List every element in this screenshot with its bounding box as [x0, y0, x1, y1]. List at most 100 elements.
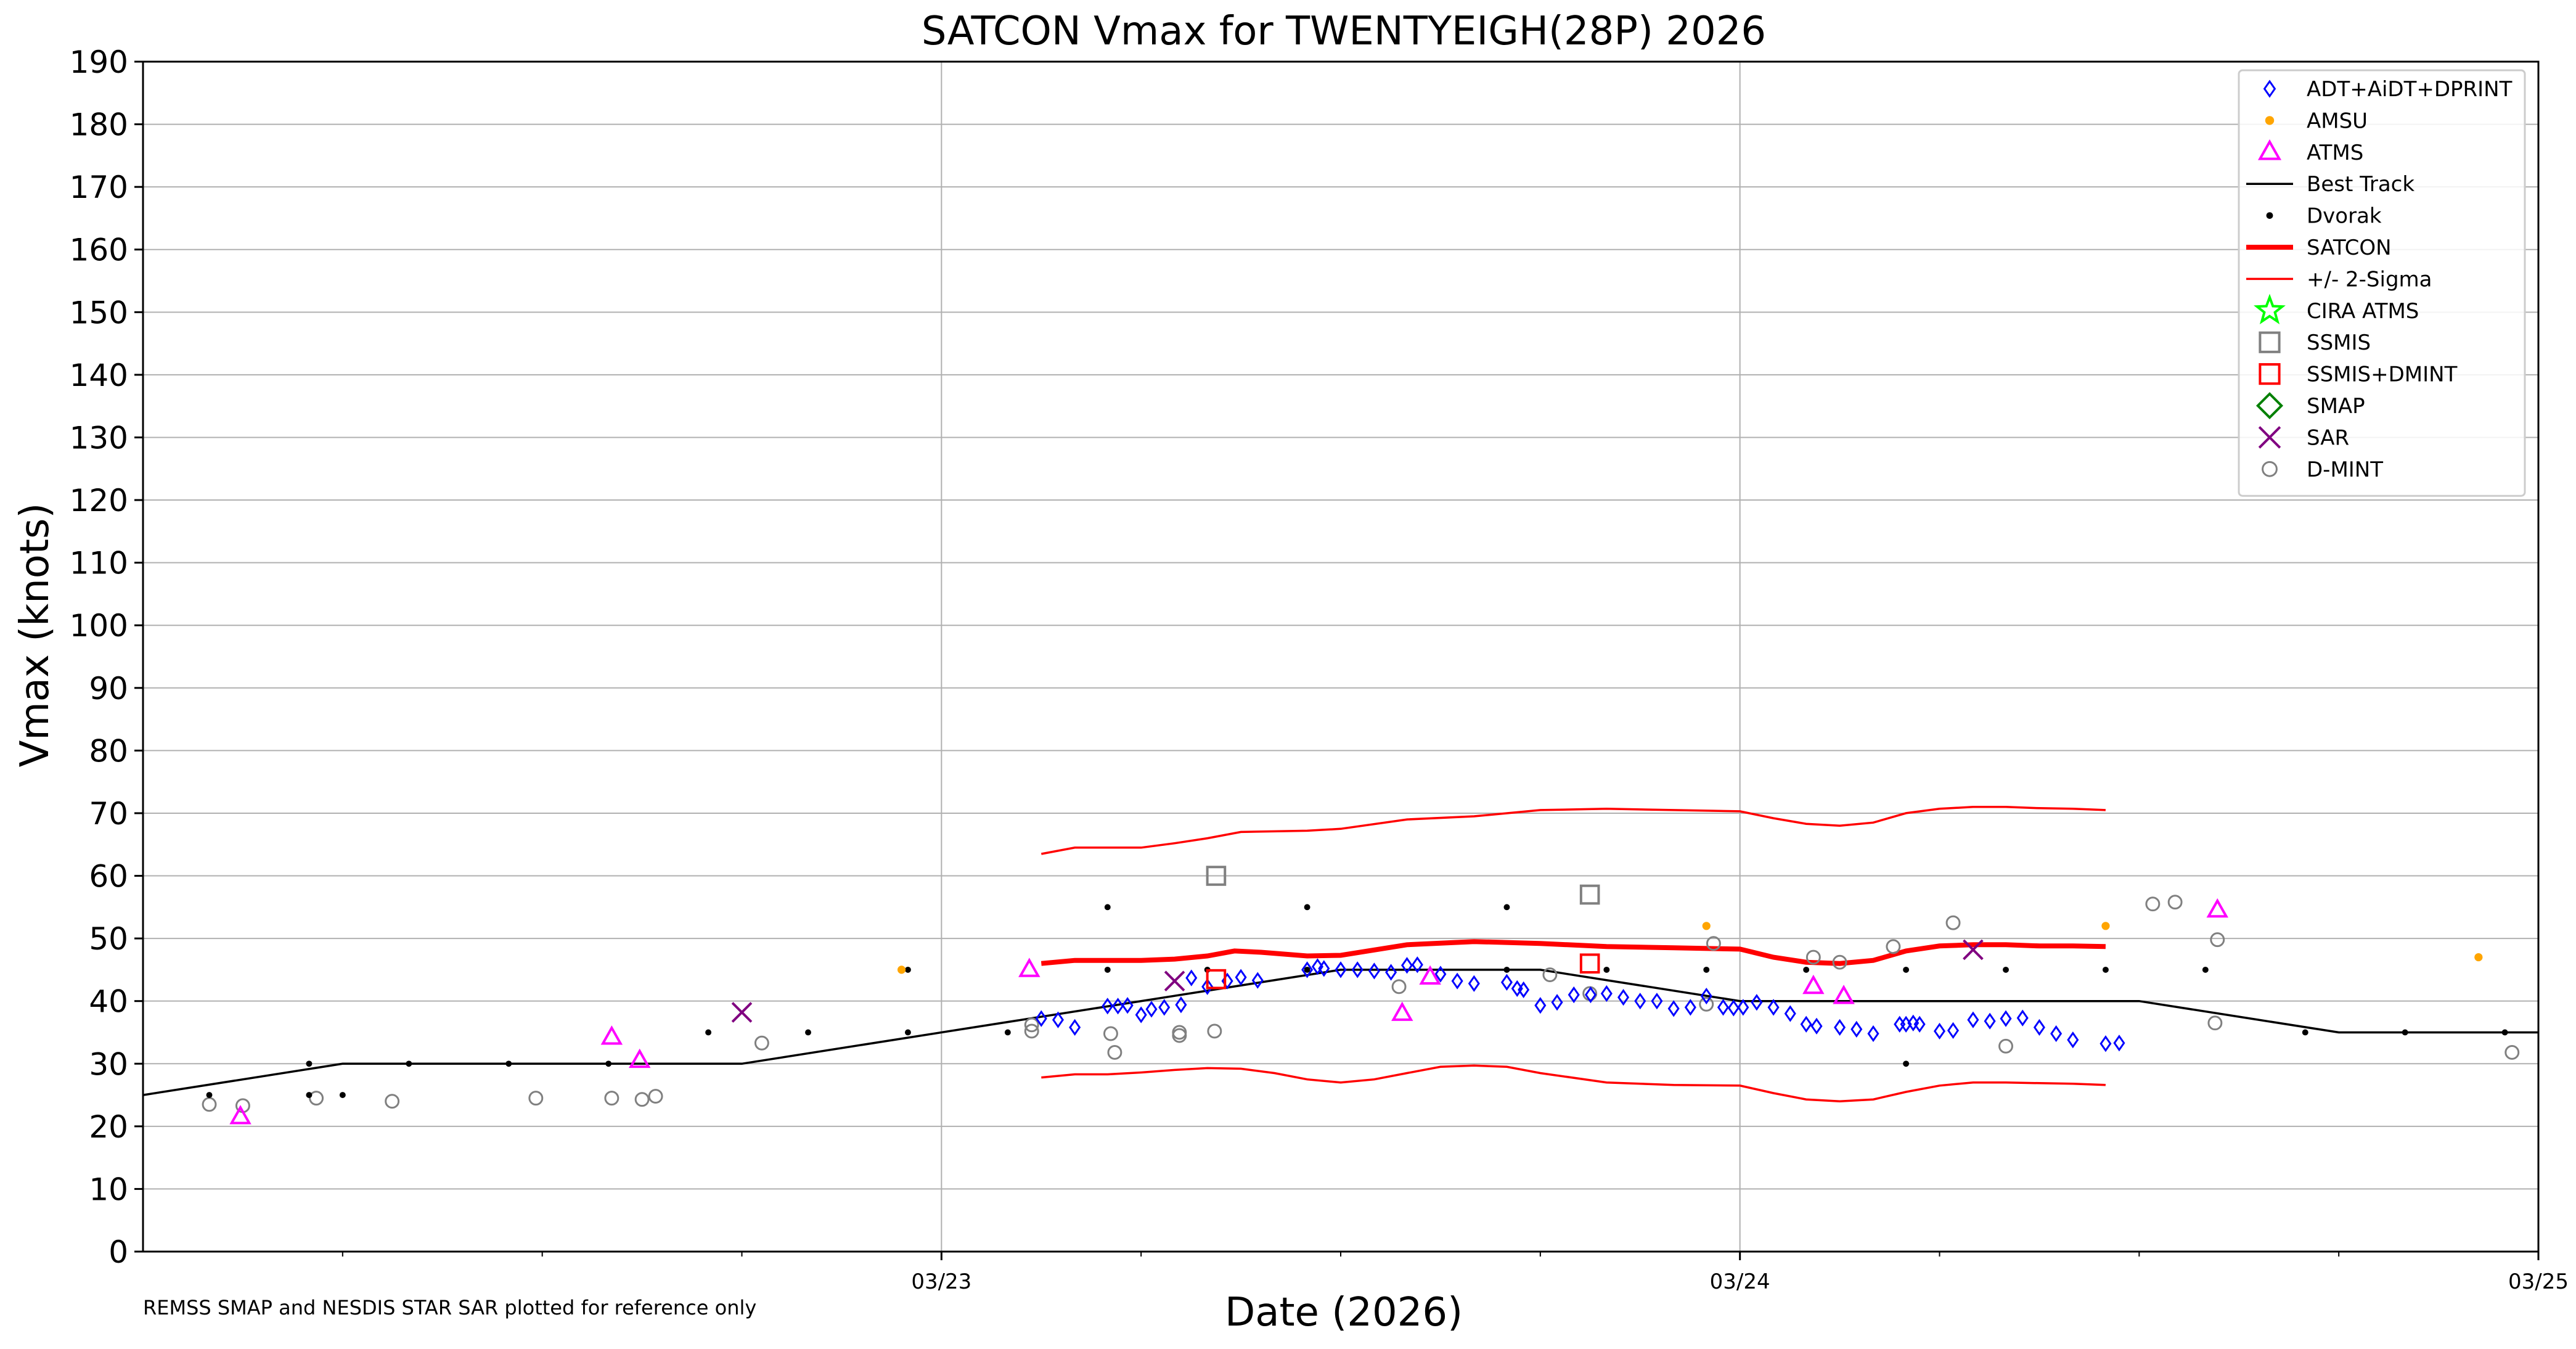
dvorak-point	[2202, 966, 2209, 973]
adt-point	[1318, 960, 1330, 977]
dmint-point	[2504, 1045, 2520, 1060]
ssmisdmint-point	[1579, 953, 1600, 974]
dvorak-point	[505, 1060, 512, 1067]
legend-label: Dvorak	[2307, 204, 2382, 229]
legend-item-satcon: SATCON	[2246, 236, 2392, 260]
legend-label: CIRA ATMS	[2307, 299, 2419, 324]
dvorak-point	[1803, 966, 1810, 973]
legend-item-sigma: +/- 2-Sigma	[2246, 267, 2432, 292]
atms-point	[628, 1048, 651, 1068]
adt-point	[1751, 994, 1763, 1011]
legend-item-smap: SMAP	[2255, 392, 2365, 420]
atms-point	[600, 1025, 623, 1045]
legend-label: Best Track	[2307, 172, 2414, 197]
legend-item-ssmisdmint: SSMIS+DMINT	[2259, 363, 2458, 387]
legend-label: ADT+AiDT+DPRINT	[2307, 77, 2513, 102]
dvorak-point	[1903, 1060, 1910, 1067]
legend-item-amsu: AMSU	[2265, 109, 2368, 133]
adt-point	[1311, 958, 1323, 975]
y-tick-label: 20	[89, 1109, 128, 1145]
dmint-point	[1542, 967, 1558, 982]
dvorak-point	[1903, 966, 1910, 973]
dvorak-point	[904, 966, 911, 973]
sar-series	[731, 939, 1984, 1023]
adt-point	[1112, 998, 1124, 1015]
adt-point	[1251, 972, 1264, 989]
adt-point	[1534, 997, 1547, 1014]
ssmisdmint-series	[1206, 953, 1600, 990]
ssmis-point	[1579, 884, 1600, 905]
adt-point	[2113, 1035, 2125, 1052]
adt-point	[2016, 1009, 2029, 1027]
legend-swatch	[2255, 392, 2284, 420]
legend-label: SAR	[2307, 425, 2349, 450]
legend-item-ssmis: SSMIS	[2259, 330, 2371, 355]
adt-point	[1385, 964, 1397, 981]
dvorak-point	[1304, 966, 1310, 973]
legend-swatch	[2258, 426, 2281, 449]
adt-point	[1727, 999, 1740, 1017]
dvorak-point	[904, 1029, 911, 1036]
legend-label: SSMIS+DMINT	[2307, 363, 2458, 387]
y-tick-label: 100	[70, 608, 128, 644]
legend-swatch	[2257, 139, 2282, 160]
dmint-point	[1699, 996, 1714, 1012]
amsu-point	[2474, 953, 2483, 962]
dmint-point	[1103, 1026, 1118, 1041]
y-tick-label: 70	[89, 796, 128, 832]
adt-point	[1584, 986, 1597, 1004]
axes-layer: 0 10 20 30 40 50 60 70 80 90 100 110 120 130 140 150 160…	[70, 44, 2569, 1294]
adt-point	[1468, 975, 1480, 992]
dmint-point	[1107, 1045, 1122, 1060]
adt-point	[1717, 999, 1729, 1016]
x-tick-label: 03/25	[2508, 1269, 2569, 1294]
best-track-line	[142, 969, 2538, 1096]
adt-point	[1335, 961, 1347, 978]
dmint-point	[2167, 895, 2183, 910]
dvorak-point	[805, 1029, 811, 1036]
legend-swatch	[2259, 363, 2281, 385]
dvorak-point	[2402, 1029, 2408, 1036]
adt-point	[1451, 972, 1463, 990]
adt-point	[2050, 1025, 2063, 1043]
dvorak-point	[406, 1060, 412, 1067]
legend-swatch	[2262, 461, 2278, 477]
dvorak-point	[2003, 966, 2009, 973]
amsu-series	[897, 922, 2483, 974]
dmint-point	[1172, 1025, 1187, 1040]
dvorak-point	[2102, 966, 2109, 973]
adt-point	[1135, 1006, 1147, 1023]
adt-point	[1351, 961, 1364, 978]
dmint-point	[1998, 1038, 2013, 1054]
dmint-point	[648, 1089, 663, 1104]
dvorak-point	[1503, 966, 1510, 973]
dmint-point	[1172, 1028, 1187, 1043]
adt-point	[1850, 1020, 1863, 1038]
legend-label: SMAP	[2307, 394, 2365, 419]
dmint-point	[1024, 1017, 1039, 1033]
dvorak-point	[206, 1092, 213, 1099]
y-tick-label: 0	[108, 1234, 128, 1270]
dmint-point	[202, 1097, 217, 1112]
adt-point	[1894, 1015, 1906, 1033]
adt-point	[1737, 999, 1749, 1016]
adt-point	[1175, 996, 1187, 1014]
adt-point	[1684, 999, 1696, 1016]
legend-label: SSMIS	[2307, 330, 2371, 355]
atms-point	[229, 1105, 251, 1125]
adt-point	[2067, 1031, 2079, 1049]
adt-point	[1600, 985, 1613, 1003]
adt-point	[1700, 987, 1712, 1005]
dmint-point	[1207, 1023, 1222, 1039]
atms-series	[229, 898, 2229, 1125]
sigma-upper-line	[1041, 806, 2106, 855]
adt-point	[1411, 956, 1423, 974]
dmint-point	[309, 1091, 324, 1106]
ssmis-series	[1206, 866, 1600, 905]
dmint-point	[2210, 932, 2225, 948]
x-axis-title: Date (2026)	[1225, 1290, 1463, 1335]
adt-point	[1301, 961, 1314, 978]
dmint-point	[2145, 896, 2161, 912]
dmint-point	[634, 1092, 650, 1107]
